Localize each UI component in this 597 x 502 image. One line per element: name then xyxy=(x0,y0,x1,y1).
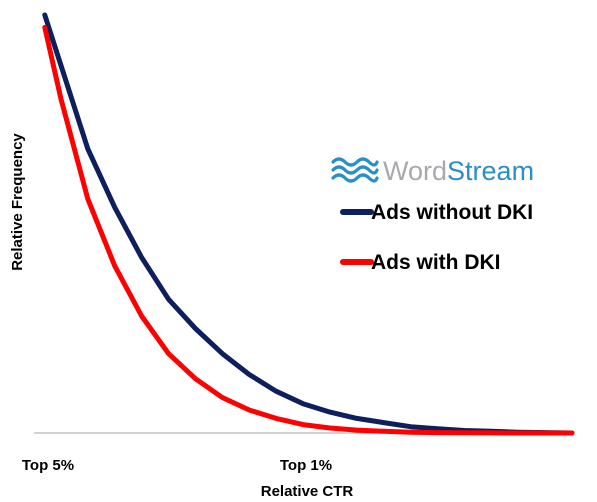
legend-label-1: Ads without DKI xyxy=(371,201,533,224)
x-tick-label: Top 1% xyxy=(280,457,332,474)
wave-icon xyxy=(331,157,379,183)
x-axis-label: Relative CTR xyxy=(261,483,354,500)
x-tick-label: Top 5% xyxy=(22,457,74,474)
series-line-2 xyxy=(42,25,575,436)
svg-text:WordStream: WordStream xyxy=(383,156,534,186)
logo-text-stream: Stream xyxy=(447,156,534,186)
wordstream-logo: WordStream xyxy=(331,156,534,186)
series-line-1 xyxy=(42,12,575,436)
legend: Ads without DKI Ads with DKI xyxy=(340,201,533,274)
x-tick-labels: Top 5% Top 1% xyxy=(22,457,332,474)
series-layer xyxy=(42,12,575,436)
legend-label-2: Ads with DKI xyxy=(371,251,501,274)
y-axis-label: Relative Frequency xyxy=(9,133,26,271)
logo-text-word: Word xyxy=(383,156,447,186)
